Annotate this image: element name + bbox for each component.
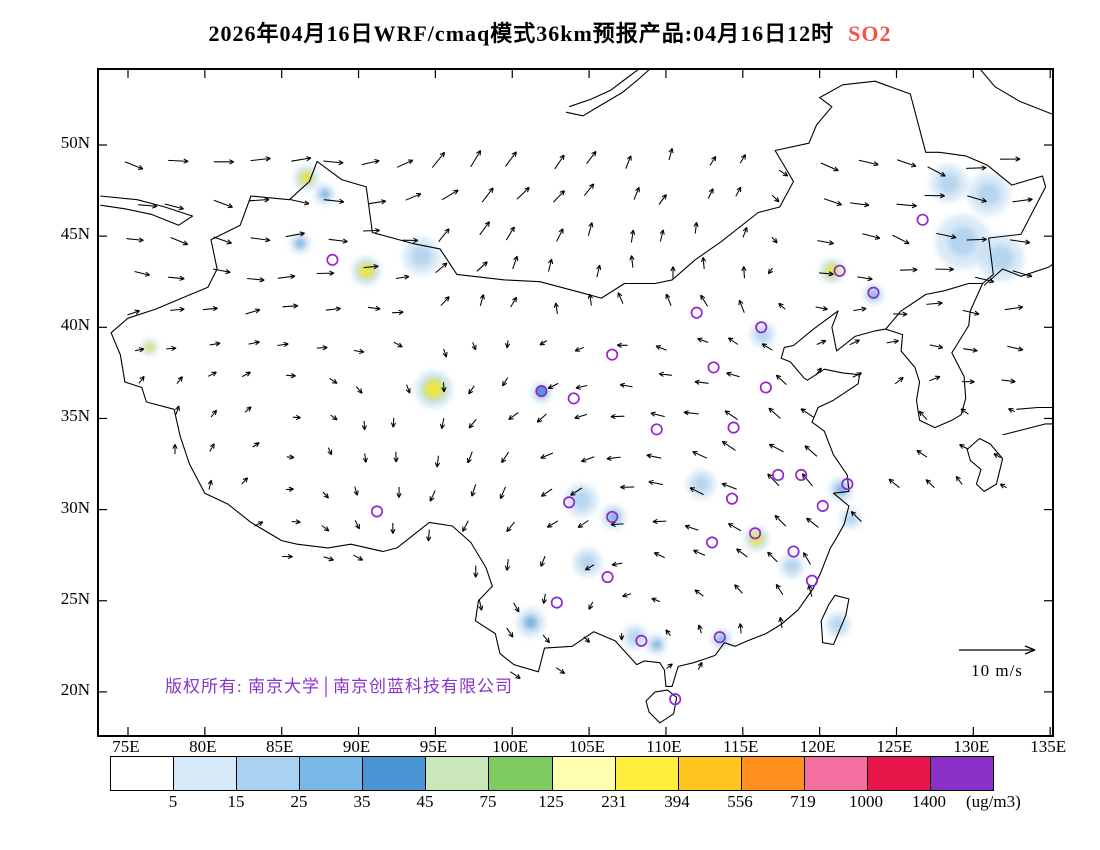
lat-tick-label: 50N	[60, 133, 90, 152]
colorbar-tick-label: 231	[601, 792, 627, 811]
station-circle-marker	[833, 264, 846, 277]
colorbar-segment	[552, 757, 616, 790]
wind-scale-arrow-icon	[959, 645, 1036, 655]
station-circle-marker	[749, 527, 762, 540]
title-pollutant-label: SO2	[848, 21, 892, 46]
colorbar-segment	[931, 757, 994, 790]
colorbar-tick-label: 394	[664, 792, 690, 811]
station-circle-marker	[635, 634, 648, 647]
colorbar-tick-label: 719	[790, 792, 816, 811]
station-circle-marker	[326, 253, 339, 266]
colorbar-tick-label: 25	[290, 792, 308, 811]
map-canvas	[99, 70, 1052, 735]
lon-tick-label: 120E	[799, 737, 836, 756]
lon-tick-label: 135E	[1030, 737, 1067, 756]
station-circle-marker	[535, 385, 548, 398]
colorbar	[110, 756, 994, 791]
station-circle-marker	[816, 499, 829, 513]
colorbar-segment	[174, 757, 238, 790]
station-circle-marker	[707, 361, 720, 374]
station-circle-marker	[841, 478, 854, 491]
colorbar-tick-label: 75	[479, 792, 497, 811]
lon-tick-label: 75E	[112, 737, 140, 756]
station-circle-marker	[550, 596, 563, 609]
station-circle-marker	[713, 631, 726, 644]
lon-tick-label: 100E	[492, 737, 529, 756]
station-circle-marker	[755, 321, 768, 334]
wind-scale-legend: 10 m/s	[951, 642, 1043, 681]
lat-tick-label: 20N	[60, 679, 90, 699]
lon-tick-label: 110E	[646, 737, 682, 756]
station-circle-marker	[867, 286, 880, 299]
station-circle-marker	[370, 505, 384, 518]
colorbar-segment	[615, 757, 679, 790]
station-circle-marker	[805, 574, 819, 587]
lon-tick-label: 125E	[876, 737, 913, 756]
wind-vector-field	[124, 147, 1033, 680]
wind-scale-label: 10 m/s	[971, 661, 1023, 680]
frame-ticks	[99, 70, 1052, 735]
lat-tick-label: 25N	[60, 588, 90, 608]
lon-tick-label: 85E	[265, 737, 294, 756]
map-frame: 版权所有: 南京大学│南京创蓝科技有限公司 10 m/s	[97, 68, 1054, 737]
colorbar-tick-label: 15	[227, 792, 245, 811]
station-circle-marker	[706, 536, 719, 549]
concentration-blobs	[141, 164, 1025, 656]
lon-tick-label: 95E	[419, 737, 448, 756]
station-circle-marker	[759, 381, 772, 394]
station-circle-marker	[567, 392, 580, 405]
station-circle-marker	[727, 421, 740, 434]
colorbar-labels: 5 15 25 35 45 75 125 231 394 556 719 1000 1400	[110, 792, 1060, 814]
colorbar-segment	[237, 757, 301, 790]
colorbar-tick-label: 1400	[912, 792, 946, 811]
colorbar-segment	[741, 757, 805, 790]
colorbar-tick-label: 5	[168, 792, 178, 811]
colorbar-segment	[804, 757, 868, 790]
station-circle-marker	[606, 510, 619, 523]
lon-tick-label: 115E	[723, 737, 759, 756]
lat-tick-label: 40N	[60, 315, 90, 335]
colorbar-segment	[426, 757, 490, 790]
station-circle-marker	[916, 213, 929, 226]
colorbar-tick-label: 556	[727, 792, 753, 811]
station-markers	[326, 213, 929, 706]
lat-tick-label: 45N	[60, 224, 90, 244]
china-border-outline	[110, 80, 1047, 687]
copyright-text: 版权所有: 南京大学│南京创蓝科技有限公司	[165, 677, 514, 696]
colorbar-tick-label: 1000	[849, 792, 883, 811]
station-circle-marker	[690, 306, 703, 319]
lon-tick-label: 80E	[189, 737, 217, 756]
colorbar-tick-label: 35	[353, 792, 371, 811]
colorbar-segment	[489, 757, 553, 790]
colorbar-segment	[300, 757, 364, 790]
station-circle-marker	[795, 468, 808, 482]
lat-tick-label: 30N	[60, 497, 90, 517]
coastline-layer	[100, 70, 1052, 724]
colorbar-segment	[111, 757, 175, 790]
station-circle-marker	[606, 348, 619, 361]
colorbar-tick-label: 45	[416, 792, 434, 811]
station-circle-marker	[650, 423, 663, 436]
colorbar-unit: (ug/m3)	[966, 792, 1021, 811]
station-circle-marker	[787, 545, 800, 558]
lon-tick-label: 105E	[569, 737, 606, 756]
page-title: 2026年04月16日WRF/cmaq模式36km预报产品:04月16日12时 S…	[0, 16, 1100, 48]
colorbar-segment	[363, 757, 427, 790]
lon-tick-label: 130E	[953, 737, 990, 756]
station-circle-marker	[725, 492, 739, 505]
colorbar-segment	[678, 757, 742, 790]
station-circle-marker	[669, 693, 682, 706]
station-circle-marker	[601, 571, 614, 584]
station-circle-marker	[772, 468, 785, 482]
lat-tick-label: 35N	[60, 406, 90, 426]
lon-tick-label: 90E	[342, 737, 371, 756]
colorbar-segment	[867, 757, 932, 790]
station-circle-marker	[563, 496, 576, 509]
colorbar-tick-label: 125	[538, 792, 564, 811]
title-text: 2026年04月16日WRF/cmaq模式36km预报产品:04月16日12时	[208, 21, 835, 46]
